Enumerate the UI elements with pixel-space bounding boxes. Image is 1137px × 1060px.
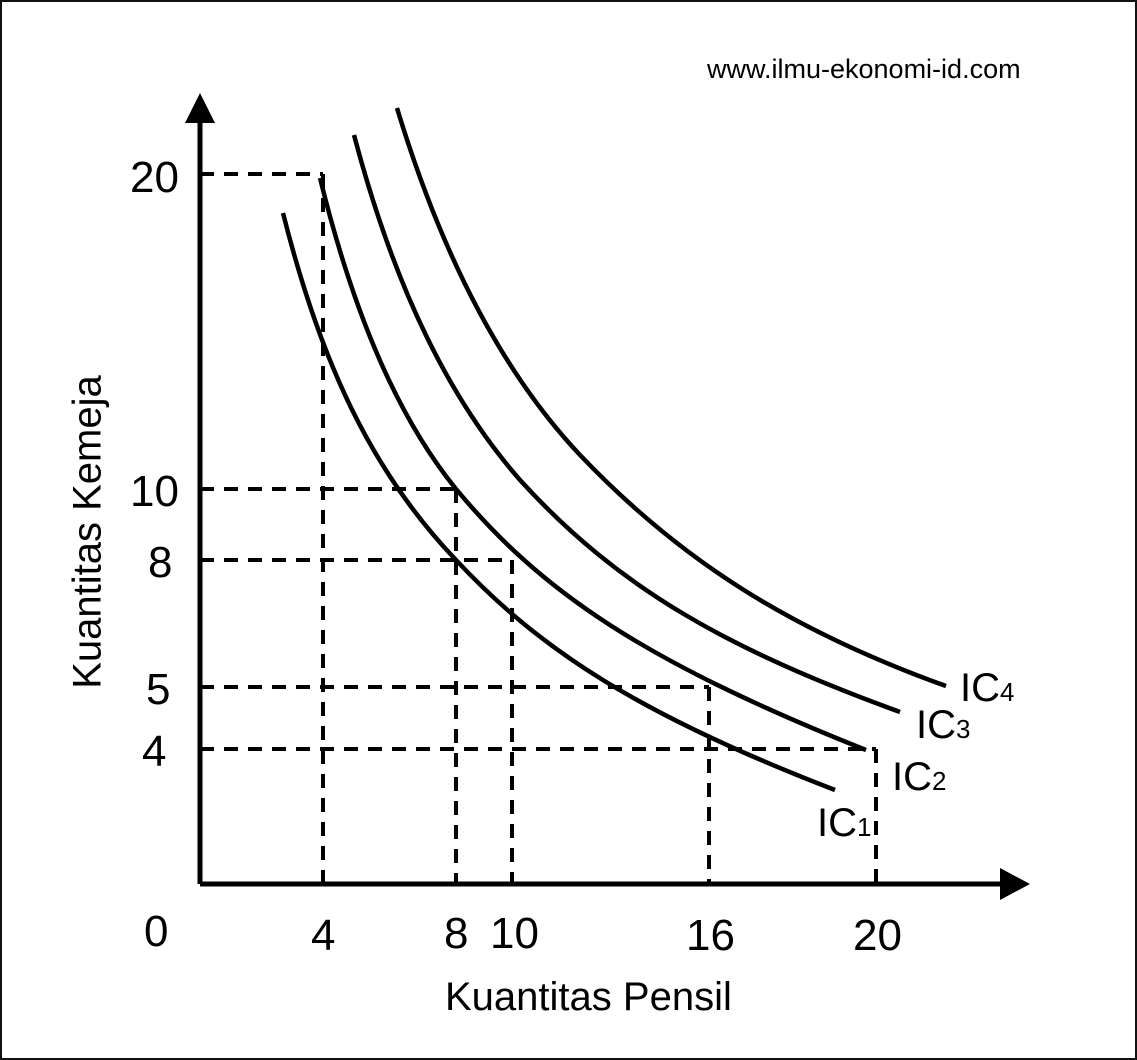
x-tick-20: 20 xyxy=(853,911,902,960)
curve-ic3 xyxy=(351,134,901,715)
x-tick-16: 16 xyxy=(686,911,735,960)
label-ic1: IC1 xyxy=(817,801,872,845)
y-tick-10: 10 xyxy=(130,467,179,516)
y-axis-arrow-icon xyxy=(185,93,215,123)
curve-ic4 xyxy=(394,107,947,689)
label-ic2: IC2 xyxy=(892,755,947,799)
origin-label: 0 xyxy=(144,907,169,956)
x-axis-title: Kuantitas Pensil xyxy=(445,975,732,1019)
x-tick-10: 10 xyxy=(490,909,539,958)
projection-lines xyxy=(200,172,878,882)
x-tick-8: 8 xyxy=(444,909,469,958)
y-tick-20: 20 xyxy=(130,153,179,202)
watermark-text: www.ilmu-ekonomi-id.com xyxy=(707,54,1021,84)
curve-ic2 xyxy=(317,177,867,753)
label-ic4: IC4 xyxy=(960,666,1015,710)
x-tick-4: 4 xyxy=(311,911,336,960)
x-axis-arrow-icon xyxy=(1000,868,1030,900)
label-ic3: IC3 xyxy=(916,703,971,747)
y-tick-8: 8 xyxy=(148,538,173,587)
y-tick-5: 5 xyxy=(146,665,171,714)
y-axis-title: Kuantitas Kemeja xyxy=(65,375,110,689)
curve-ic1 xyxy=(280,212,836,793)
axes xyxy=(197,120,1005,887)
y-tick-4: 4 xyxy=(142,727,167,776)
